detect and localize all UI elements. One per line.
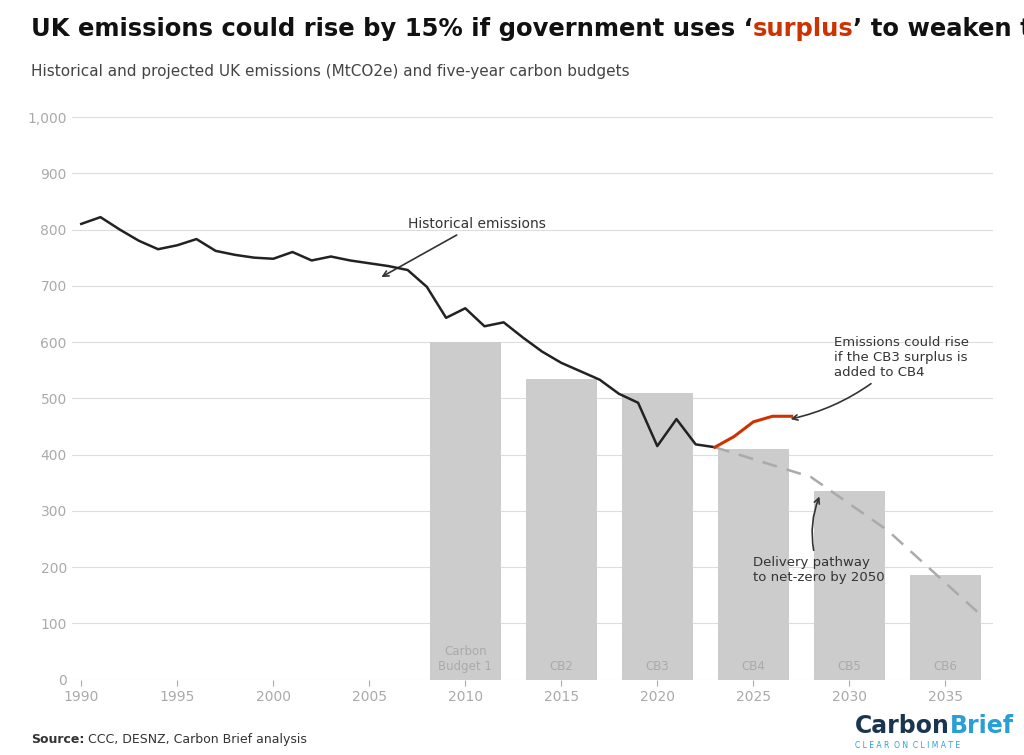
Text: CCC, DESNZ, Carbon Brief analysis: CCC, DESNZ, Carbon Brief analysis bbox=[84, 733, 307, 746]
Bar bbox=[525, 378, 597, 680]
Text: Historical emissions: Historical emissions bbox=[383, 217, 546, 276]
Bar bbox=[430, 342, 501, 680]
Text: Carbon
Budget 1: Carbon Budget 1 bbox=[438, 645, 493, 673]
Text: CB6: CB6 bbox=[933, 660, 957, 673]
Text: surplus: surplus bbox=[753, 17, 853, 41]
Bar bbox=[622, 393, 693, 680]
Text: Carbon: Carbon bbox=[855, 714, 950, 738]
Bar bbox=[909, 575, 981, 680]
Text: CB2: CB2 bbox=[549, 660, 573, 673]
Text: UK emissions could rise by 15% if government uses ‘: UK emissions could rise by 15% if govern… bbox=[31, 17, 753, 41]
Text: Source:: Source: bbox=[31, 733, 84, 746]
Bar bbox=[718, 449, 788, 680]
Text: Brief: Brief bbox=[950, 714, 1014, 738]
Text: CB3: CB3 bbox=[645, 660, 669, 673]
Text: Delivery pathway
to net-zero by 2050: Delivery pathway to net-zero by 2050 bbox=[754, 498, 885, 584]
Text: Emissions could rise
if the CB3 surplus is
added to CB4: Emissions could rise if the CB3 surplus … bbox=[793, 336, 969, 420]
Text: Historical and projected UK emissions (MtCO2e) and five-year carbon budgets: Historical and projected UK emissions (M… bbox=[31, 64, 630, 79]
Bar bbox=[814, 491, 885, 680]
Text: ’ to weaken target: ’ to weaken target bbox=[853, 17, 1024, 41]
Text: C L E A R  O N  C L I M A T E: C L E A R O N C L I M A T E bbox=[855, 741, 961, 750]
Text: CB5: CB5 bbox=[838, 660, 861, 673]
Text: CB4: CB4 bbox=[741, 660, 765, 673]
